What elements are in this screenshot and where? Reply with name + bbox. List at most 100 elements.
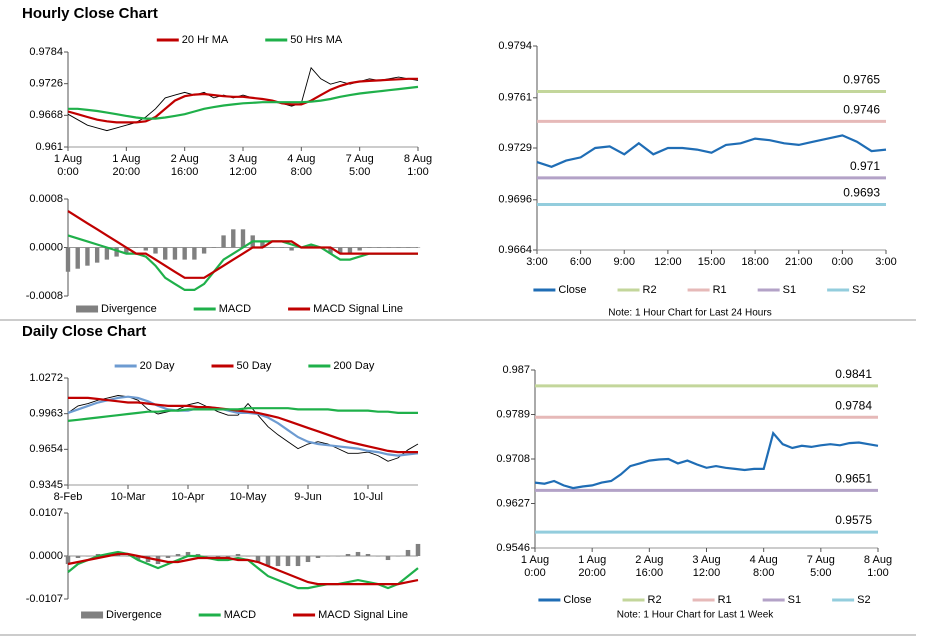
price-line — [67, 66, 419, 132]
x-tick-label: 3 Aug 12:00 — [228, 153, 258, 178]
divergence-bar — [133, 247, 139, 248]
legend-label: 20 Day — [140, 360, 175, 372]
divergence-bar — [385, 556, 391, 561]
divergence-bar — [185, 551, 191, 556]
note: Note: 1 Hour Chart for Last 1 Week — [617, 610, 775, 621]
legend-label: R2 — [643, 284, 657, 296]
divergence-bar — [335, 556, 341, 557]
level-label: 0.9841 — [835, 367, 872, 381]
level-label: 0.9765 — [843, 73, 880, 87]
divergence-bar — [125, 556, 131, 557]
x-tick-label: 9:00 — [613, 256, 635, 268]
legend-label: S2 — [857, 594, 870, 606]
section-title: Daily Close Chart — [22, 323, 146, 340]
divergence-bar — [104, 247, 110, 260]
divergence-bar — [85, 247, 90, 266]
y-tick-label: 0.9627 — [496, 497, 530, 509]
level-label: 0.971 — [850, 159, 880, 173]
divergence-bar — [135, 556, 141, 561]
divergence-bar — [231, 229, 236, 248]
divergence-bar — [182, 247, 187, 260]
legend-label: Close — [563, 594, 591, 606]
divergence-bar — [325, 556, 331, 557]
x-tick-label: 21:00 — [784, 256, 813, 268]
divergence-bar — [285, 556, 291, 567]
level-label: 0.9575 — [835, 513, 872, 527]
divergence-bar — [338, 247, 343, 254]
divergence-bar — [376, 247, 382, 248]
y-tick-label: 0.9696 — [498, 194, 532, 206]
divergence-bar — [94, 247, 100, 263]
x-tick-label: 8 Aug 1:00 — [403, 153, 433, 178]
divergence-bar — [289, 247, 294, 251]
legend-label: R2 — [648, 594, 662, 606]
x-tick-label: 10-May — [229, 491, 267, 503]
x-tick-label: 3:00 — [526, 256, 548, 268]
legend-label: Divergence — [106, 609, 162, 621]
divergence-bar — [124, 247, 129, 254]
x-tick-label: 18:00 — [741, 256, 769, 268]
series-line — [68, 85, 419, 120]
series-line — [67, 395, 419, 457]
y-tick-label: 0.9789 — [496, 408, 530, 420]
y-tick-label: 0.9664 — [498, 244, 532, 256]
divergence-bar — [240, 229, 246, 248]
divergence-bar — [255, 556, 261, 563]
y-tick-label: -0.0107 — [26, 593, 63, 605]
x-tick-label: 10-Apr — [171, 491, 205, 503]
divergence-bar — [245, 556, 251, 557]
divergence-bar — [165, 556, 171, 559]
x-tick-label: 1 Aug 0:00 — [520, 554, 550, 579]
x-tick-label: 1 Aug 20:00 — [112, 153, 141, 178]
divergence-bar — [305, 556, 311, 563]
legend-label: S1 — [783, 284, 796, 296]
y-tick-label: 0.987 — [502, 364, 530, 376]
note: Note: 1 Hour Chart for Last 24 Hours — [608, 308, 771, 319]
y-tick-label: 0.0107 — [29, 507, 63, 519]
legend-label: MACD Signal Line — [318, 609, 408, 621]
y-tick-label: 1.0272 — [29, 372, 63, 384]
x-tick-label: 7 Aug 5:00 — [345, 153, 374, 178]
divergence-bar — [265, 556, 271, 567]
divergence-bar — [235, 553, 241, 556]
divergence-bar — [163, 247, 168, 260]
x-tick-label: 7 Aug 5:00 — [806, 554, 835, 579]
level-label: 0.9651 — [835, 471, 872, 485]
legend-label: 50 Hrs MA — [290, 34, 343, 46]
series-line — [67, 550, 419, 590]
divergence-bar — [201, 247, 207, 254]
divergence-bar — [415, 247, 421, 248]
y-tick-label: 0.9654 — [29, 443, 63, 455]
series-line — [536, 134, 887, 168]
divergence-bar — [347, 247, 353, 254]
section-title: Hourly Close Chart — [22, 5, 158, 22]
x-tick-label: 3 Aug 12:00 — [692, 554, 721, 579]
divergence-bar — [406, 247, 411, 248]
divergence-bar — [211, 247, 217, 248]
legend-label: R1 — [718, 594, 732, 606]
legend-label: MACD Signal Line — [313, 303, 403, 315]
x-tick-label: 10-Jul — [353, 491, 383, 503]
x-tick-label: 3:00 — [875, 256, 897, 268]
legend-swatch — [81, 611, 104, 619]
y-tick-label: 0.9708 — [496, 453, 530, 465]
divergence-bar — [355, 551, 361, 556]
series-line — [68, 396, 418, 454]
divergence-bar — [153, 247, 158, 254]
y-tick-label: -0.0008 — [26, 290, 63, 302]
divergence-bar — [65, 247, 71, 272]
divergence-bar — [205, 556, 211, 557]
x-tick-label: 2 Aug 16:00 — [635, 554, 664, 579]
divergence-bar — [386, 247, 392, 248]
series-line — [534, 430, 879, 490]
divergence-bar — [308, 244, 314, 248]
y-tick-label: 0.0000 — [29, 550, 63, 562]
divergence-bar — [192, 247, 197, 260]
divergence-bar — [114, 247, 119, 257]
legend-label: S1 — [788, 594, 801, 606]
y-tick-label: 0.9784 — [29, 46, 63, 58]
series-line — [67, 407, 418, 422]
level-label: 0.9746 — [843, 102, 880, 116]
level-label: 0.9693 — [843, 186, 880, 200]
